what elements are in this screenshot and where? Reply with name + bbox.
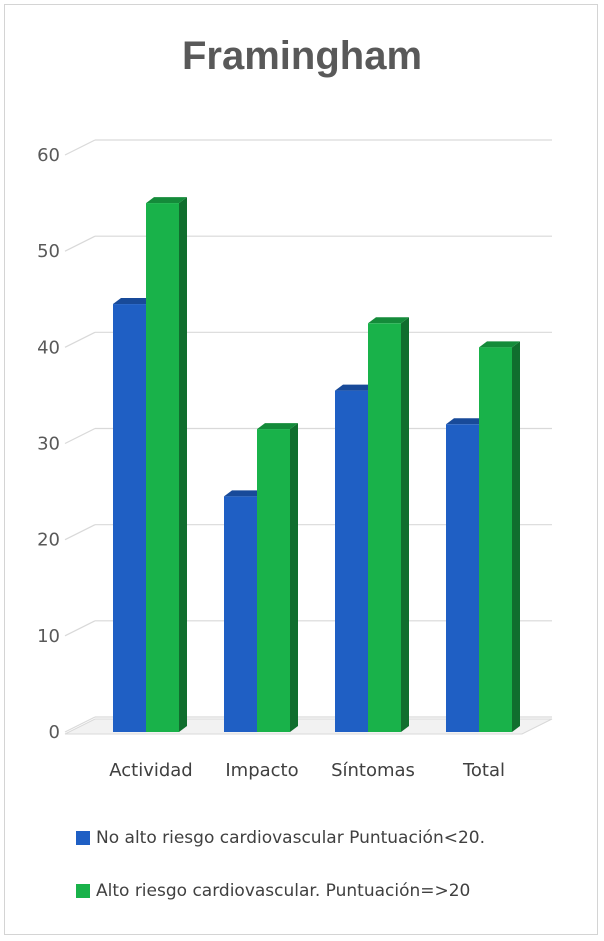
y-tick-label: 30 — [37, 434, 60, 455]
bar-side — [179, 197, 187, 733]
bar-1-3 — [479, 347, 512, 732]
chart-title: Framingham — [181, 34, 423, 78]
legend-label: Alto riesgo cardiovascular. Puntuación=>… — [96, 881, 471, 901]
x-tick-label: Total — [462, 760, 505, 781]
bar-side — [290, 423, 298, 732]
gridline-diag — [64, 139, 96, 156]
bar-top — [335, 384, 376, 391]
bar-top — [113, 298, 154, 305]
legend-swatch-blue — [76, 831, 90, 845]
x-tick-label: Síntomas — [331, 760, 415, 781]
bar-side — [512, 341, 520, 732]
bar-0-3 — [446, 424, 479, 732]
y-tick-label: 20 — [37, 530, 60, 551]
legend-label: No alto riesgo cardiovascular Puntuación… — [96, 828, 485, 848]
bar-1-2 — [368, 323, 401, 732]
gridline-diag — [64, 235, 96, 252]
bar-top — [146, 197, 187, 204]
y-tick-label: 50 — [37, 241, 60, 262]
legend-entry-no-alto-riesgo: No alto riesgo cardiovascular Puntuación… — [76, 828, 485, 848]
gridline-diag — [64, 716, 96, 733]
x-tick-label: Actividad — [109, 760, 193, 781]
bar-top — [224, 490, 265, 497]
y-tick-label: 0 — [49, 722, 60, 743]
gridline-diag — [64, 620, 96, 637]
y-tick-label: 60 — [37, 145, 60, 166]
y-tick-label: 10 — [37, 626, 60, 647]
bar-0-1 — [224, 496, 257, 732]
bar-1-1 — [257, 429, 290, 732]
bar-1-0 — [146, 203, 179, 733]
bar-top — [479, 341, 520, 348]
gridline-diag — [64, 524, 96, 541]
legend-swatch-green — [76, 884, 90, 898]
bar-0-2 — [335, 390, 368, 732]
legend-entry-alto-riesgo: Alto riesgo cardiovascular. Puntuación=>… — [76, 881, 470, 901]
gridline-diag — [64, 427, 96, 445]
y-tick-label: 40 — [37, 337, 60, 358]
x-tick-label: Impacto — [225, 760, 298, 781]
bar-top — [257, 423, 298, 430]
bar-side — [401, 317, 409, 732]
bar-0-0 — [113, 304, 146, 732]
gridline-diag — [64, 331, 96, 348]
bar-top — [368, 317, 409, 324]
bar-top — [446, 418, 487, 425]
